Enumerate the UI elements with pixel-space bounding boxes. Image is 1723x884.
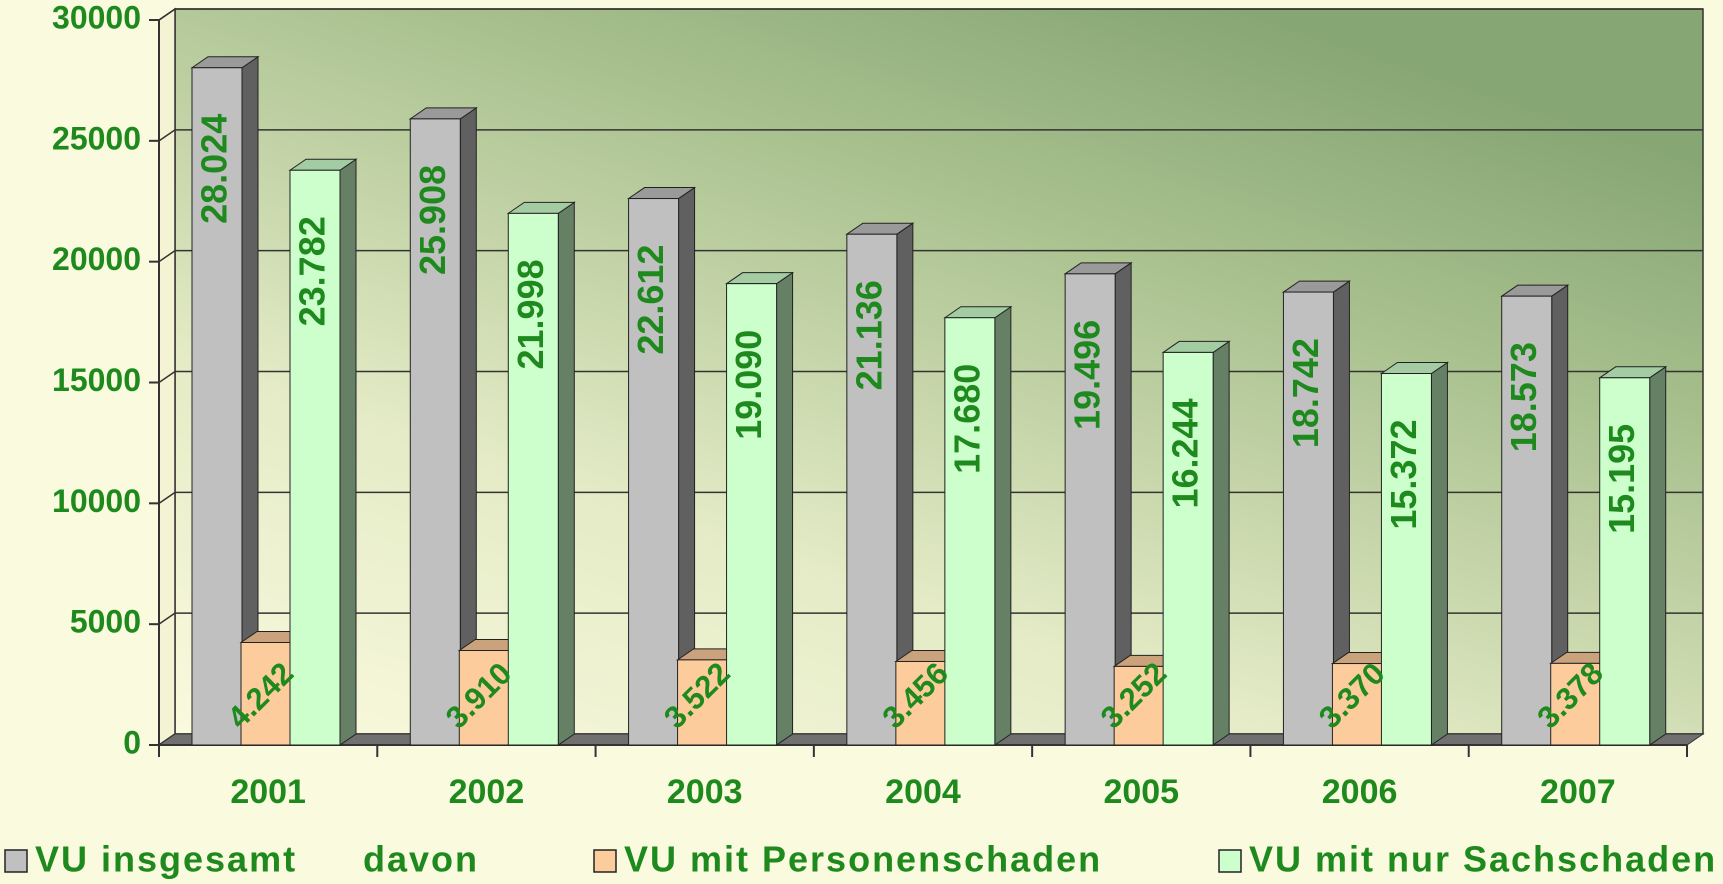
- x-tick-label: 2003: [667, 773, 743, 811]
- value-label: 28.024: [194, 114, 235, 224]
- y-tick-label: 30000: [52, 0, 141, 35]
- x-tick-label: 2006: [1322, 773, 1398, 811]
- value-label: 21.136: [848, 280, 889, 390]
- legend-swatch: [4, 849, 28, 873]
- bar-side: [339, 158, 357, 746]
- bar: [628, 198, 680, 746]
- y-tick-label: 15000: [52, 362, 141, 398]
- bar: [1064, 273, 1116, 746]
- value-label: 15.195: [1601, 424, 1642, 534]
- value-label: 21.998: [510, 259, 551, 369]
- bar-side: [1430, 361, 1448, 746]
- value-label: 25.908: [412, 165, 453, 275]
- value-label: 19.090: [728, 330, 769, 440]
- bar: [1501, 295, 1553, 746]
- bar-side: [557, 201, 575, 746]
- bar: [1550, 662, 1602, 746]
- bar: [726, 283, 778, 746]
- y-tick-label: 10000: [52, 483, 141, 519]
- x-tick-label: 2001: [230, 773, 306, 811]
- grid-line: [158, 8, 1703, 21]
- bar: [289, 169, 341, 746]
- y-tick-label: 25000: [52, 120, 141, 156]
- bar: [458, 650, 510, 746]
- value-label: 16.244: [1165, 398, 1206, 508]
- bar: [1162, 351, 1214, 746]
- y-tick-label: 5000: [70, 604, 141, 640]
- bar: [1331, 663, 1383, 746]
- bar: [944, 317, 996, 746]
- bar-side: [1649, 365, 1667, 746]
- bar-side: [1212, 340, 1230, 746]
- value-label: 23.782: [292, 216, 333, 326]
- bar: [1113, 665, 1165, 746]
- x-tick-label: 2007: [1540, 773, 1616, 811]
- value-label: 22.612: [630, 245, 671, 355]
- bar: [191, 67, 243, 746]
- legend-label: VU insgesamt: [35, 839, 297, 880]
- x-tick-label: 2004: [885, 773, 961, 811]
- grid-line: [158, 249, 1703, 263]
- legend-label: VU mit Personenschaden: [624, 839, 1102, 880]
- x-tick-label: 2002: [449, 773, 525, 811]
- y-tick-label: 20000: [52, 241, 141, 277]
- bar: [1380, 373, 1432, 746]
- y-tick-label: 0: [123, 724, 141, 760]
- grid-line: [158, 129, 1703, 142]
- legend-note: davon: [363, 839, 479, 880]
- bar: [1282, 291, 1334, 746]
- bar: [507, 212, 559, 746]
- value-label: 18.573: [1503, 342, 1544, 452]
- legend-swatch: [593, 849, 617, 873]
- value-label: 15.372: [1383, 420, 1424, 530]
- legend-label: VU mit nur Sachschaden: [1249, 839, 1717, 880]
- x-tick-label: 2005: [1103, 773, 1179, 811]
- bar-side: [776, 271, 794, 746]
- value-label: 18.742: [1285, 338, 1326, 448]
- bar: [846, 233, 898, 746]
- value-label: 17.680: [946, 364, 987, 474]
- bar: [409, 118, 461, 746]
- bar-side: [994, 305, 1012, 746]
- legend-swatch: [1218, 849, 1242, 873]
- value-label: 19.496: [1067, 320, 1108, 430]
- bar: [677, 659, 729, 746]
- bar: [1599, 377, 1651, 746]
